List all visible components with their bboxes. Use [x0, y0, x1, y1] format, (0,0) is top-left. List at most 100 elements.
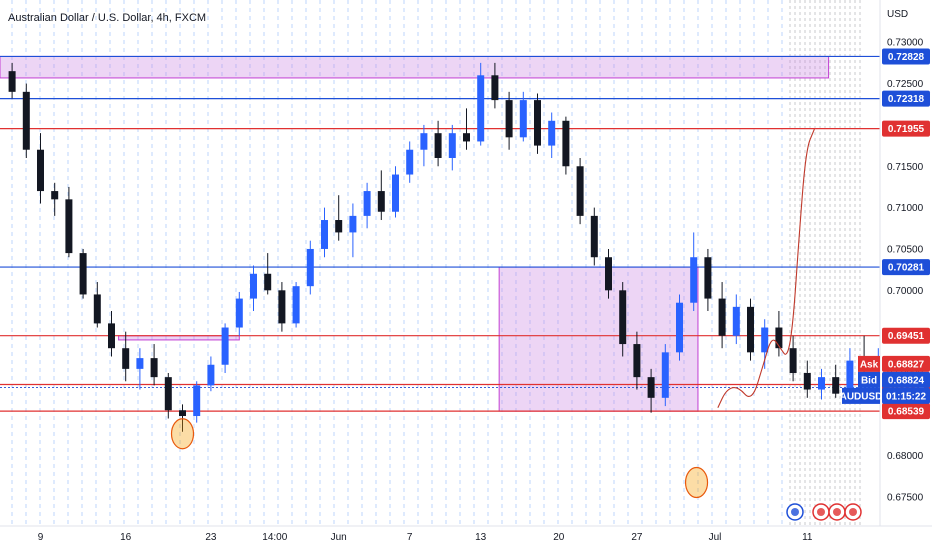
candle-body	[108, 323, 115, 349]
price-tick-label: 0.71000	[887, 203, 924, 214]
candle-body	[179, 410, 186, 417]
candle-body	[306, 248, 314, 287]
candle-body	[590, 215, 598, 258]
candle-body	[732, 306, 740, 336]
projection	[717, 128, 815, 408]
candle-body	[704, 257, 712, 299]
bid-name: Bid	[861, 375, 877, 386]
candle-body	[690, 257, 698, 303]
candle-body	[789, 348, 797, 374]
price-axis[interactable]: 0.730000.725000.720000.715000.710000.705…	[840, 0, 932, 550]
price-tick-label: 0.67500	[887, 493, 924, 504]
candle-body	[37, 149, 44, 192]
level-price-tag-bg	[882, 120, 930, 137]
candle-body	[548, 120, 556, 146]
ask-name: Ask	[860, 359, 879, 370]
event-flag-dot	[849, 508, 857, 516]
price-tick-label: 0.71500	[887, 162, 924, 173]
time-tick-label: 27	[631, 532, 643, 543]
bid-price-tag-bg	[882, 371, 930, 388]
level-price-tag: 0.68539	[888, 407, 925, 418]
candle-body	[562, 120, 570, 167]
candle-body	[193, 385, 201, 417]
ask-price-tag: 0.68827	[888, 359, 925, 370]
candle-body	[633, 344, 641, 378]
symbol-tag-bg	[842, 387, 880, 404]
candle-body	[250, 273, 257, 299]
event-markers[interactable]	[786, 503, 862, 521]
candle-body	[164, 377, 172, 411]
candle-body	[718, 298, 726, 336]
price-tick-label: 0.68000	[887, 451, 924, 462]
currency-label: USD	[887, 9, 908, 20]
candle-body	[235, 298, 243, 328]
candle-body	[65, 199, 73, 254]
level-price-tag-bg	[882, 48, 930, 65]
candle-body	[576, 166, 584, 216]
event-flag-dot	[791, 508, 799, 516]
candle-body	[661, 352, 669, 398]
candle-body	[22, 91, 30, 150]
candle-body	[803, 373, 811, 390]
level-price-tag: 0.70281	[888, 263, 925, 274]
candle-body	[775, 327, 783, 349]
candle-body	[349, 215, 357, 233]
time-tick-label: Jun	[331, 532, 347, 543]
candle-body	[278, 290, 286, 324]
level-price-tag: 0.71955	[888, 124, 925, 135]
candle-body	[434, 133, 442, 158]
chart-title: Australian Dollar / U.S. Dollar, 4h, FXC…	[8, 12, 206, 24]
candle-body	[420, 133, 428, 150]
candle-body	[605, 257, 612, 291]
candle-body	[8, 71, 16, 92]
candle-body	[136, 358, 144, 369]
candle-body	[647, 377, 655, 398]
candle-body	[122, 348, 130, 369]
candle-body	[79, 253, 87, 295]
countdown-tag-bg	[882, 387, 930, 404]
zone-rect	[0, 55, 830, 79]
time-tick-label: 11	[802, 532, 813, 543]
candle-body	[377, 191, 385, 212]
low-highlight-circle	[684, 466, 709, 499]
highlight-circles	[170, 418, 709, 499]
candle-body	[676, 302, 683, 353]
symbol-tag: AUDUSD	[840, 391, 883, 402]
level-price-tag-bg	[882, 327, 930, 344]
price-tick-label: 0.70000	[887, 286, 924, 297]
event-flag-dot	[817, 508, 825, 516]
candle-body	[221, 327, 229, 365]
candle-body	[818, 377, 825, 390]
countdown-tag: 01:15:22	[886, 391, 926, 402]
price-tick-label: 0.73000	[887, 38, 924, 49]
time-tick-label: 9	[38, 532, 44, 543]
candle-body	[51, 191, 59, 200]
time-tick-label: 23	[205, 532, 217, 543]
candle-body	[292, 286, 300, 324]
candle-body	[846, 360, 854, 394]
time-axis[interactable]: 9 16 23 14:00 Jun 7 13 20 27 Jul 11	[0, 525, 932, 543]
price-tick-label: 0.72500	[887, 79, 924, 90]
candle-body	[93, 294, 101, 324]
candle-body	[761, 327, 769, 353]
candle-body	[321, 220, 328, 249]
level-price-tag-bg	[882, 259, 930, 276]
candle-body	[392, 174, 399, 212]
candle-body	[463, 133, 470, 142]
candle-body	[477, 75, 485, 142]
bid-price-tag: 0.68824	[888, 375, 925, 386]
candle-body	[534, 100, 541, 146]
bid-name-bg	[858, 371, 880, 388]
event-flag-dot	[833, 508, 841, 516]
price-tick-label: 0.70500	[887, 244, 924, 255]
candles	[8, 62, 932, 432]
time-tick-label: 14:00	[262, 532, 287, 543]
candle-body	[747, 306, 754, 353]
candle-body	[505, 100, 513, 138]
low-highlight-circle	[170, 418, 195, 450]
time-tick-label: 20	[553, 532, 565, 543]
candle-body	[406, 149, 414, 175]
